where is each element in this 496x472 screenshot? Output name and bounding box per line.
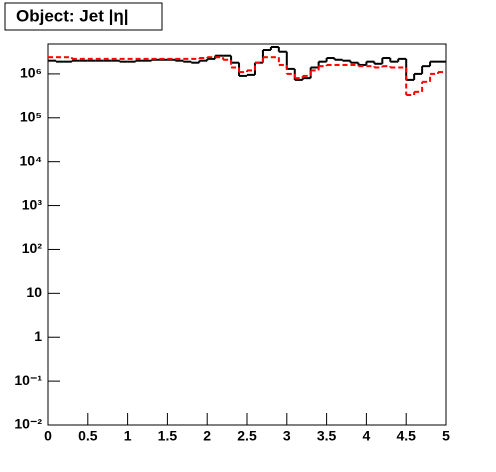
title-box <box>4 2 163 31</box>
y-tick-label: 10³ <box>22 196 43 212</box>
x-tick-label: 2.5 <box>237 428 257 444</box>
y-tick-label: 10 <box>26 284 42 300</box>
y-tick-label: 1 <box>34 328 42 344</box>
x-tick-label: 2 <box>203 428 211 444</box>
x-tick-label: 3.5 <box>317 428 337 444</box>
x-tick-label: 4.5 <box>396 428 416 444</box>
y-tick-label: 10⁵ <box>20 108 42 124</box>
y-tick-label: 10⁶ <box>20 65 42 81</box>
y-tick-label: 10² <box>22 240 43 256</box>
y-tick-label: 10⁻¹ <box>14 372 42 388</box>
x-tick-label: 1.5 <box>158 428 178 444</box>
x-tick-label: 5 <box>442 428 450 444</box>
plot-frame <box>47 43 447 426</box>
x-tick-label: 3 <box>283 428 291 444</box>
y-tick-label: 10⁻² <box>14 416 42 432</box>
x-tick-label: 0.5 <box>78 428 98 444</box>
chart-title: Object: Jet |η| <box>16 6 128 25</box>
x-tick-label: 1 <box>124 428 132 444</box>
x-tick-label: 0 <box>44 428 52 444</box>
x-tick-label: 4 <box>363 428 371 444</box>
y-tick-label: 10⁴ <box>20 152 43 168</box>
